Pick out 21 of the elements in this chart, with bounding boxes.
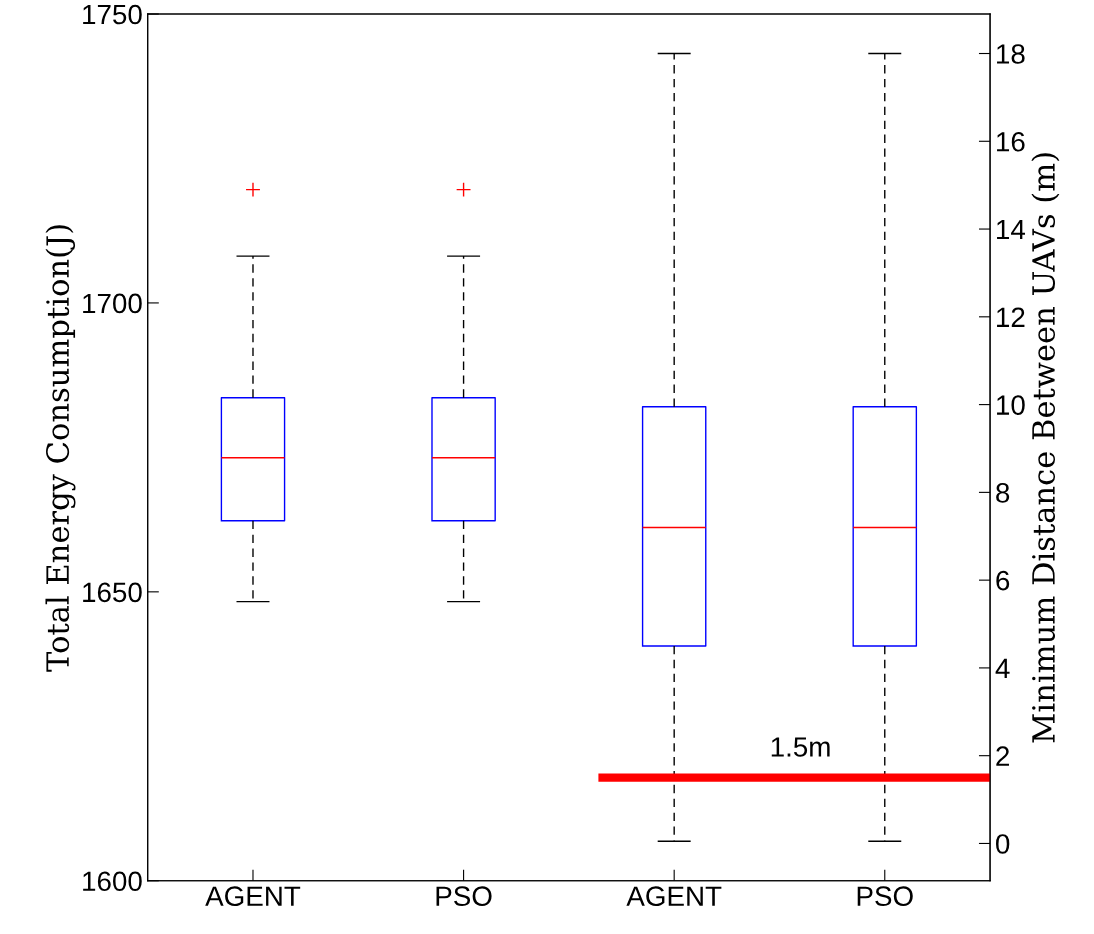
y2-tick-label: 10 [997,395,1025,415]
y2-tick-label: 14 [997,220,1026,240]
y-tick-label: 1750 [83,4,142,25]
y2-tick-label: 0 [996,834,1010,854]
ref-line-label: 1.5m [771,737,830,757]
y2-tick-label: 6 [996,570,1010,591]
y2-tick-label: 4 [995,658,1010,678]
x-tick-label: PSO [857,886,913,907]
y2-tick-label: 8 [996,483,1010,503]
x-tick-label: AGENT [626,886,722,907]
y2-tick-label: 2 [996,746,1009,766]
y2-tick-label: 18 [997,44,1025,64]
x-tick-label: PSO [436,886,492,907]
y2-tick-label: 16 [997,131,1025,152]
y2-axis-title: Minimum Distance Between UAVs (m) [1031,153,1060,743]
x-tick-label: AGENT [205,886,301,907]
y-tick-label: 1600 [83,871,142,892]
y-tick-label: 1650 [83,582,142,603]
y-tick-label: 1700 [83,293,142,314]
y2-tick-label: 12 [997,307,1025,327]
y-axis-title: Total Energy Consumption(J) [45,225,76,672]
